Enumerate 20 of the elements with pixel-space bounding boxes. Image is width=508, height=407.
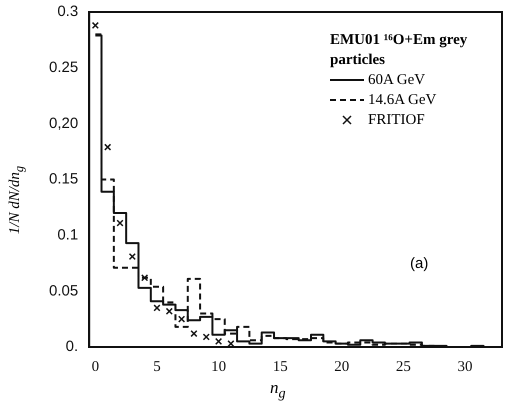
x-axis-title: n$_{g}$	[270, 378, 286, 402]
legend-title: EMU01 ¹⁶O+Em grey particles	[330, 31, 468, 70]
legend-label: 14.6A GeV	[368, 91, 436, 110]
y-tick-label: 0,20	[48, 114, 78, 132]
legend-label: 60A GeV	[368, 71, 426, 90]
x-tick-label: 30	[458, 358, 473, 375]
y-tick-label: 0.05	[48, 282, 78, 300]
x-tick-label: 20	[334, 358, 350, 375]
y-tick-label: 0.3	[57, 3, 78, 20]
x-tick-label: 10	[211, 358, 226, 375]
legend-label: FRITIOF	[368, 111, 425, 130]
y-tick-label: 0.15	[48, 170, 78, 188]
x-tick-label: 25	[396, 358, 411, 375]
y-tick-label: 0.	[66, 338, 78, 356]
y-tick-label: 0.1	[57, 226, 78, 244]
x-tick-label: 15	[272, 358, 288, 375]
x-tick-label: 0	[92, 358, 100, 375]
y-tick-label: 0.25	[48, 58, 78, 76]
x-tick-label: 5	[153, 358, 161, 375]
annotation: (a)	[410, 255, 428, 272]
